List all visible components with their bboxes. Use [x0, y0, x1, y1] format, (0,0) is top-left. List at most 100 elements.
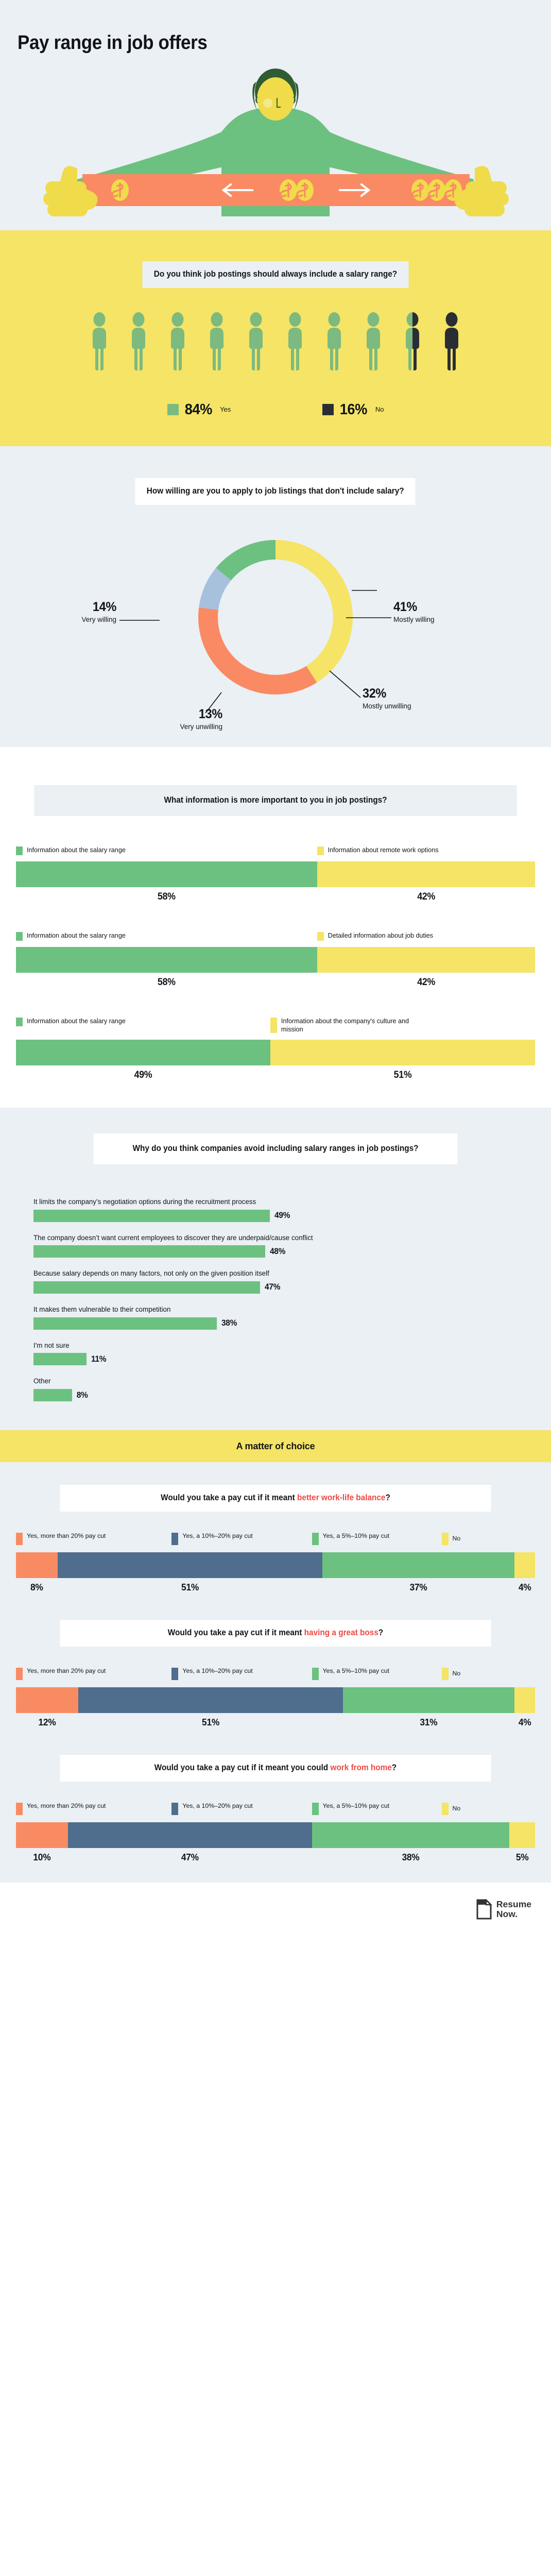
- donut-text-mostly-unwilling: Mostly unwilling: [363, 702, 411, 710]
- stack-pct-10-to-20: 51%: [202, 1716, 219, 1727]
- bar-label: I'm not sure: [33, 1341, 70, 1349]
- choice-stacked-bar-3: [16, 1822, 535, 1848]
- choice-legend-1: Yes, more than 20% pay cut Yes, a 10%–20…: [16, 1532, 535, 1545]
- legend-label-right-1: Information about remote work options: [328, 846, 439, 854]
- bar-fill: [33, 1317, 217, 1330]
- important-info-question: What information is more important to yo…: [34, 785, 517, 816]
- stack-segment-10-to-20: [78, 1687, 343, 1713]
- legend-label: Yes, more than 20% pay cut: [27, 1802, 106, 1809]
- legend-swatch-yes: [167, 404, 179, 416]
- legend-swatch-more-than-20: [16, 1802, 23, 1815]
- stack-segment-no: [514, 1687, 535, 1713]
- donut-text-mostly-willing: Mostly willing: [393, 615, 435, 623]
- legend-label: Yes, a 5%–10% pay cut: [322, 1667, 389, 1674]
- bar-fill: [33, 1353, 87, 1366]
- legend-swatch-more-than-20: [16, 1667, 23, 1680]
- choice-legend-item: No: [441, 1802, 535, 1815]
- comparison-legend-left-2: Information about the salary range: [16, 931, 317, 941]
- willingness-question: How willing are you to apply to job list…: [135, 478, 416, 505]
- legend-label: Yes, more than 20% pay cut: [27, 1532, 106, 1539]
- bar-label: Because salary depends on many factors, …: [33, 1269, 269, 1278]
- stack-segment-more-than-20: [16, 1552, 58, 1578]
- choice-values-3: 10% 47% 38% 5%: [16, 1852, 535, 1863]
- footer: Resume Now.: [0, 1882, 551, 1941]
- legend-swatch-5-to-10: [312, 1532, 319, 1545]
- choice-section-heading: A matter of choice: [0, 1430, 551, 1463]
- stack-pct-5-to-10: 38%: [402, 1851, 420, 1862]
- bar-pct: 47%: [264, 1282, 281, 1292]
- stack-pct-more-than-20: 8%: [30, 1581, 43, 1592]
- legend-label: Yes, more than 20% pay cut: [27, 1667, 106, 1674]
- stack-pct-no: 5%: [515, 1851, 529, 1862]
- choice-legend-item: Yes, a 10%–20% pay cut: [171, 1667, 312, 1680]
- brand-name: Resume Now.: [496, 1900, 531, 1919]
- why-avoid-section: Why do you think companies avoid includi…: [0, 1107, 551, 1431]
- choice-stacked-bar-2: [16, 1687, 535, 1713]
- legend-label: Yes, a 10%–20% pay cut: [182, 1802, 253, 1809]
- why-avoid-item: I'm not sure 11%: [33, 1341, 518, 1366]
- legend-label: Yes, a 10%–20% pay cut: [182, 1667, 253, 1674]
- why-avoid-bar-list: It limits the company’s negotiation opti…: [33, 1197, 518, 1402]
- person-icon: [210, 312, 223, 370]
- choice-values-2: 12% 51% 31% 4%: [16, 1717, 535, 1728]
- choice-legend-item: Yes, more than 20% pay cut: [16, 1532, 171, 1545]
- donut-pct-very-unwilling: 13%: [199, 706, 222, 721]
- stack-pct-5-to-10: 37%: [409, 1581, 427, 1592]
- bar-fill: [33, 1281, 260, 1294]
- legend-swatch-salary: [16, 1017, 23, 1026]
- stack-segment-more-than-20: [16, 1822, 68, 1848]
- why-avoid-item: It makes them vulnerable to their compet…: [33, 1305, 518, 1330]
- comparison-legend-3: Information about the salary range Infor…: [16, 1017, 535, 1033]
- choice-question-2: Would you take a pay cut if it meant hav…: [60, 1619, 491, 1647]
- stack-segment-5-to-10: [312, 1822, 509, 1848]
- comparison-segment-left-1: [16, 861, 317, 887]
- legend-pct-no: 16%: [339, 401, 368, 418]
- stack-segment-5-to-10: [322, 1552, 514, 1578]
- person-icon-partial: [406, 312, 419, 370]
- legend-label-right-2: Detailed information about job duties: [328, 931, 434, 939]
- choice-legend-item: No: [441, 1667, 535, 1680]
- bar-label: The company doesn’t want current employe…: [33, 1233, 313, 1242]
- why-avoid-question: Why do you think companies avoid includi…: [93, 1133, 458, 1164]
- choice-block-3: Yes, more than 20% pay cut Yes, a 10%–20…: [16, 1802, 535, 1863]
- legend-item-no: 16% No: [322, 401, 384, 418]
- comparison-pct-left-2: 58%: [157, 976, 176, 988]
- comparison-segment-right-1: [317, 861, 535, 887]
- legend-swatch-10-to-20: [171, 1667, 179, 1680]
- choice-block-2: Yes, more than 20% pay cut Yes, a 10%–20…: [16, 1667, 535, 1728]
- donut-label-mostly-willing: 41% Mostly willing: [393, 600, 435, 623]
- why-avoid-item: Because salary depends on many factors, …: [33, 1269, 518, 1294]
- choice-legend-3: Yes, more than 20% pay cut Yes, a 10%–20…: [16, 1802, 535, 1815]
- choice-question-prefix-1: Would you take a pay cut if it meant: [161, 1493, 298, 1503]
- person-icon: [132, 312, 145, 370]
- stack-pct-10-to-20: 47%: [181, 1851, 199, 1862]
- comparison-pct-right-2: 42%: [417, 976, 435, 988]
- person-icon: [171, 312, 184, 370]
- hero-section: Pay range in job offers: [0, 0, 551, 230]
- legend-label-left-1: Information about the salary range: [27, 846, 126, 854]
- legend-label-right-3: Information about the company's culture …: [281, 1017, 409, 1033]
- person-icon: [249, 312, 263, 370]
- document-icon: [476, 1899, 492, 1920]
- stack-pct-more-than-20: 12%: [38, 1716, 56, 1727]
- choice-question-highlight-3: work from home: [330, 1762, 392, 1772]
- legend-swatch-5-to-10: [312, 1667, 319, 1680]
- legend-swatch-10-to-20: [171, 1532, 179, 1545]
- donut-label-mostly-unwilling: 32% Mostly unwilling: [363, 686, 411, 710]
- brand-line-2: Now.: [496, 1908, 518, 1919]
- bar-label: It limits the company’s negotiation opti…: [33, 1197, 256, 1206]
- choice-values-1: 8% 51% 37% 4%: [16, 1582, 535, 1593]
- choice-legend-item: Yes, a 10%–20% pay cut: [171, 1802, 312, 1815]
- stack-segment-10-to-20: [67, 1822, 312, 1848]
- legend-swatch-other: [270, 1017, 277, 1033]
- legend-swatch-other: [317, 931, 324, 941]
- salary-range-question: Do you think job postings should always …: [142, 261, 409, 288]
- pictogram-chart: [0, 312, 551, 372]
- brand-line-1: Resume: [496, 1899, 531, 1910]
- brand-logo[interactable]: Resume Now.: [476, 1899, 531, 1920]
- comparison-pct-right-1: 42%: [417, 891, 435, 902]
- stack-pct-10-to-20: 51%: [181, 1581, 199, 1592]
- comparison-legend-1: Information about the salary range Infor…: [16, 846, 535, 855]
- choice-section: Would you take a pay cut if it meant bet…: [0, 1462, 551, 1883]
- choice-question-prefix-2: Would you take a pay cut if it meant: [167, 1628, 304, 1637]
